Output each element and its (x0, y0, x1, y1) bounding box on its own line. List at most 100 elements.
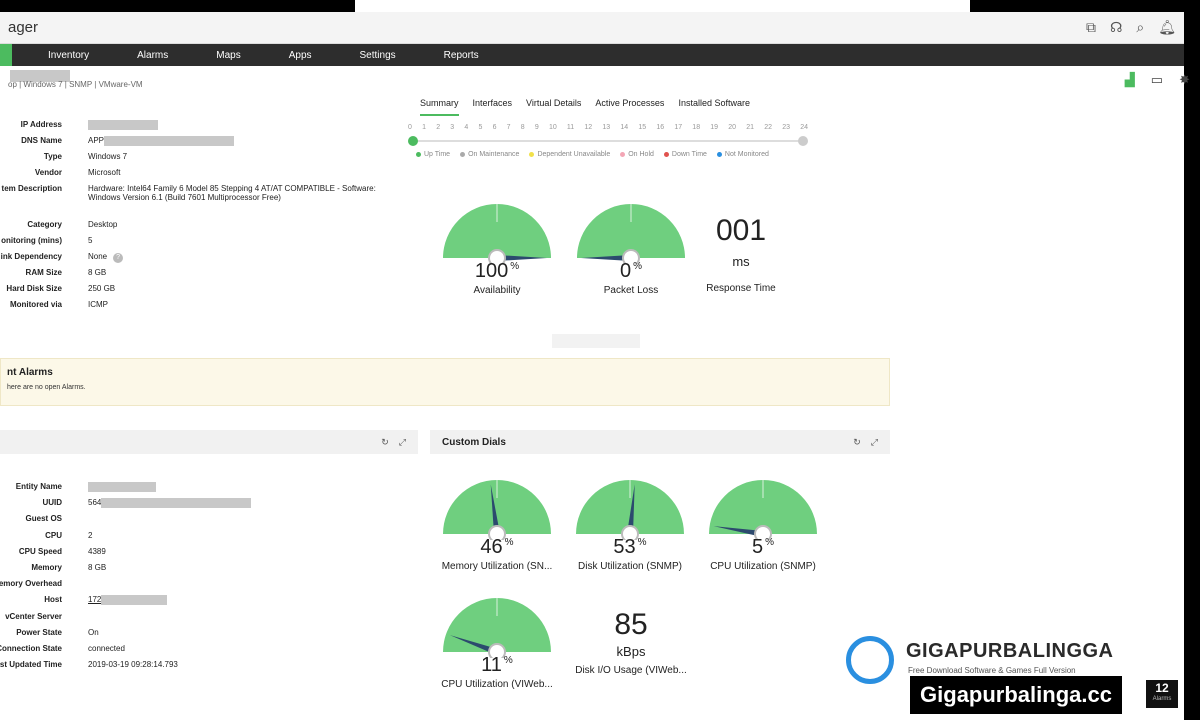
tab-active-processes[interactable]: Active Processes (595, 98, 665, 108)
detail-value-text: Hardware: Intel64 Family 6 Model 85 Step… (88, 184, 376, 202)
watermark-subtitle: Free Download Software & Games Full Vers… (908, 666, 1076, 675)
gauge-graphic (443, 204, 551, 264)
home-tab[interactable] (0, 44, 12, 66)
custom-dials-header: Custom Dials ↻ ⤢ (430, 430, 890, 454)
detail-label: Vendor (34, 168, 62, 177)
disk-io-unit: kBps (616, 644, 646, 659)
legend-item: Up Time (416, 151, 450, 158)
gauge-graphic (576, 480, 684, 540)
nav-settings[interactable]: Settings (359, 49, 396, 61)
gauge-unit: % (633, 261, 643, 273)
legend-label: On Maintenance (468, 151, 520, 158)
gauge-arc (443, 480, 551, 534)
redacted-value (101, 498, 252, 509)
bell-icon[interactable]: 🔔︎ (1158, 19, 1176, 35)
detail-value: Microsoft (80, 168, 380, 184)
detail-label: IP Address (20, 120, 62, 129)
screen-top-edge (355, 0, 970, 12)
legend-label: Not Monitored (724, 151, 769, 158)
nav-maps[interactable]: Maps (216, 49, 241, 61)
vm-row: CPU 2 (0, 531, 400, 547)
detail-value: 8 GB (80, 268, 380, 284)
help-icon[interactable]: ? (113, 253, 124, 263)
redacted-value (101, 595, 168, 606)
tab-installed-software[interactable]: Installed Software (678, 98, 750, 108)
vm-label: CPU (45, 530, 62, 540)
detail-label: ink Dependency (0, 252, 62, 261)
vm-value (80, 482, 400, 498)
timeline-hour: 17 (674, 124, 683, 131)
tab-summary[interactable]: Summary (420, 98, 459, 116)
nav-inventory[interactable]: Inventory (48, 49, 90, 61)
vm-value-text: 564 (88, 498, 102, 508)
gauge-arc (576, 480, 684, 534)
vm-label: Connection State (0, 643, 62, 653)
nav-reports[interactable]: Reports (443, 49, 479, 61)
alarm-icon[interactable]: ✸ (1179, 72, 1190, 87)
detail-row: Category Desktop (0, 220, 380, 236)
nav-alarms[interactable]: Alarms (137, 49, 169, 61)
detail-label: Category (27, 220, 62, 229)
search-icon[interactable]: ⌕ (1136, 19, 1145, 35)
vm-value (80, 612, 400, 628)
nav-apps[interactable]: Apps (288, 49, 312, 61)
vm-value-text: 8 GB (88, 562, 107, 572)
alarm-count-badge[interactable]: 12 Alarms (1146, 680, 1178, 708)
monitor-icon[interactable]: ▭ (1150, 72, 1164, 87)
vm-row: Connection State connected (0, 644, 400, 660)
gauge-unit: % (504, 537, 514, 549)
vm-label: Host (44, 595, 62, 605)
detail-label: Type (43, 152, 62, 161)
vm-label: CPU Speed (18, 546, 62, 556)
vm-value: 564 (80, 498, 400, 514)
detail-row: Monitored via ICMP (0, 300, 380, 316)
legend-dot (529, 151, 535, 157)
top-bar: ager ⧉ ☊ ⌕ 🔔︎ (0, 12, 1184, 44)
vm-value: 2 (80, 531, 400, 547)
tab-interfaces[interactable]: Interfaces (472, 98, 513, 108)
screen-share-icon[interactable]: ⧉ (1085, 19, 1096, 35)
redacted-value (88, 120, 158, 130)
action-icons: ▟ ▭ ✸ (1125, 72, 1190, 88)
gauge-arc (443, 204, 551, 258)
detail-label: Monitored via (9, 300, 62, 309)
tab-virtual-details[interactable]: Virtual Details (526, 98, 582, 108)
refresh-icon[interactable]: ↻ (853, 436, 861, 447)
gauge-unit: % (637, 537, 647, 549)
detail-value: ICMP (80, 300, 380, 316)
timeline-hours: 0 1 2 3 4 5 6 7 8 9 10 11 12 13 14 15 16 17 18 19 20 21 22 23 24 (408, 124, 808, 131)
detail-label: tem Description (1, 184, 62, 193)
timeline-hour: 24 (800, 124, 808, 131)
alarm-count: 12 (1155, 681, 1169, 695)
gauge-arc (577, 204, 685, 258)
app-title: ager (8, 19, 39, 36)
detail-row: RAM Size 8 GB (0, 268, 380, 284)
expand-icon[interactable]: ⤢ (870, 436, 878, 447)
detail-row: Hard Disk Size 250 GB (0, 284, 380, 300)
detail-row: Vendor Microsoft (0, 168, 380, 184)
expand-icon[interactable]: ⤢ (398, 436, 406, 447)
vm-label: Guest OS (25, 514, 62, 524)
gauge-hub (488, 525, 506, 540)
legend-dot (663, 151, 669, 157)
detail-row: DNS Name APP (0, 136, 380, 152)
availability-dial: 100% Availability (432, 202, 562, 296)
refresh-icon[interactable]: ↻ (381, 436, 389, 447)
headset-icon[interactable]: ☊ (1109, 19, 1123, 35)
detail-row: Type Windows 7 (0, 152, 380, 168)
chart-icon[interactable]: ▟ (1124, 72, 1135, 87)
vm-value (80, 579, 400, 595)
detail-value-text: 5 (88, 236, 93, 245)
timeline-hour: 7 (506, 124, 511, 131)
gauge-needle (713, 526, 764, 537)
response-value: 001 (715, 214, 767, 247)
gauge-value: 11 (481, 654, 502, 676)
packet-loss-dial: 0% Packet Loss (566, 202, 696, 296)
timeline-end-dot (798, 136, 808, 146)
timeline-hour: 4 (464, 124, 469, 131)
detail-value-text: Microsoft (88, 168, 121, 177)
top-icons: ⧉ ☊ ⌕ 🔔︎ (1086, 19, 1176, 36)
timeline-hour: 23 (782, 124, 791, 131)
device-header (0, 66, 1184, 100)
